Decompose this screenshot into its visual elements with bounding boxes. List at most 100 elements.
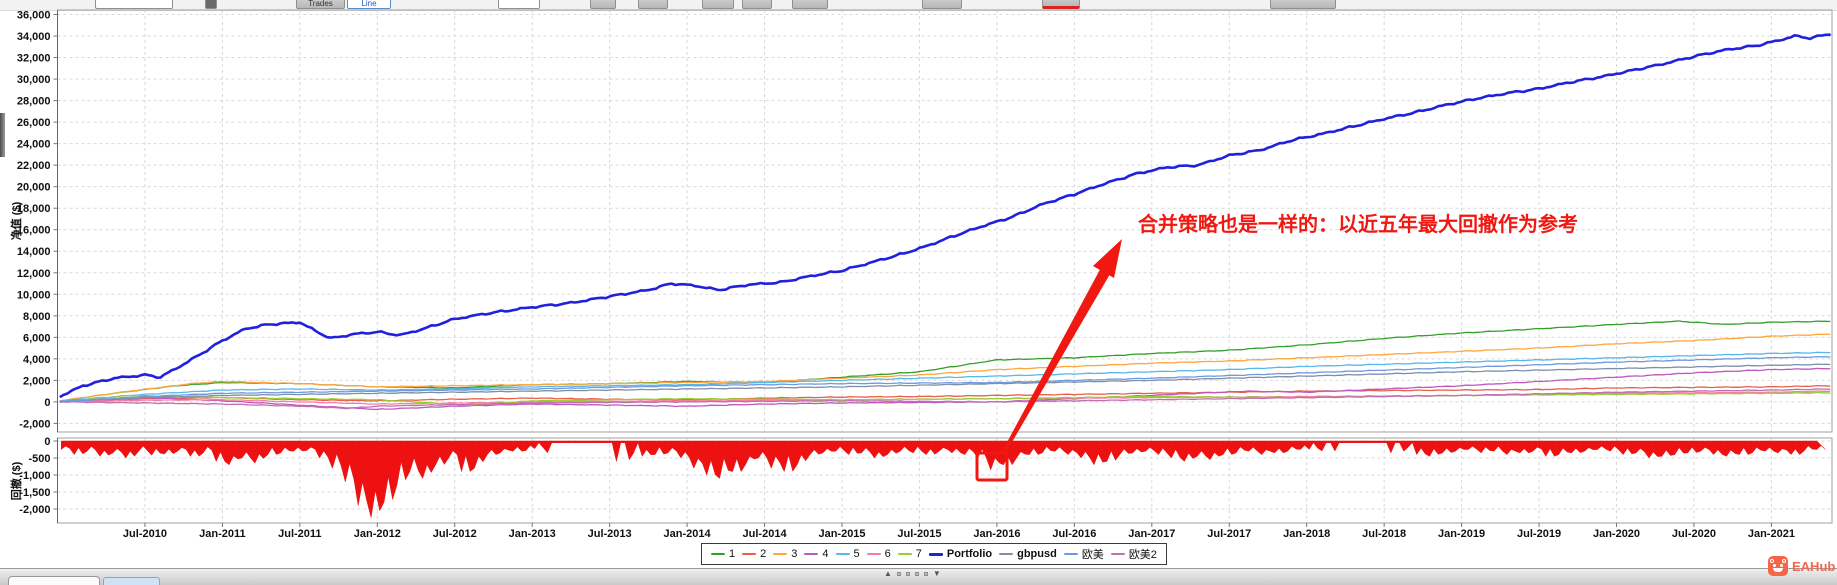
toolbar-button-fragment[interactable] bbox=[638, 0, 668, 9]
robot-logo-icon bbox=[1768, 556, 1788, 576]
panel-collapse-handle[interactable] bbox=[0, 113, 5, 157]
svg-text:Jul-2016: Jul-2016 bbox=[1052, 528, 1096, 540]
svg-text:-2,000: -2,000 bbox=[19, 418, 50, 430]
docked-tab-2[interactable] bbox=[103, 577, 160, 585]
toolbar-button-fragment[interactable] bbox=[792, 0, 828, 9]
legend-swatch bbox=[1110, 553, 1125, 555]
svg-text:12,000: 12,000 bbox=[17, 268, 51, 280]
pager-dot[interactable] bbox=[914, 572, 919, 576]
svg-text:Jan-2014: Jan-2014 bbox=[664, 528, 712, 540]
series-line-欧美 bbox=[59, 355, 1831, 403]
series-line-2 bbox=[59, 384, 1831, 403]
legend-swatch bbox=[999, 553, 1014, 555]
bottom-status-bar bbox=[0, 568, 1837, 585]
legend-item-4[interactable]: 4 bbox=[804, 548, 829, 560]
legend-label: 欧美2 bbox=[1128, 549, 1157, 561]
svg-text:Jan-2013: Jan-2013 bbox=[509, 528, 556, 540]
legend-item-Portfolio[interactable]: Portfolio bbox=[928, 548, 993, 560]
legend-label: 4 bbox=[822, 548, 829, 560]
svg-text:Jan-2011: Jan-2011 bbox=[199, 528, 245, 540]
toolbar-icon-fragment[interactable] bbox=[205, 0, 217, 9]
eahub-watermark[interactable]: EAHub bbox=[1768, 556, 1835, 576]
legend-item-6[interactable]: 6 bbox=[866, 548, 891, 560]
legend-item-3[interactable]: 3 bbox=[773, 548, 797, 560]
svg-text:Jan-2019: Jan-2019 bbox=[1438, 528, 1485, 540]
line-button[interactable]: Line bbox=[347, 0, 391, 9]
svg-text:28,000: 28,000 bbox=[17, 96, 51, 108]
toolbar-button-fragment[interactable] bbox=[1270, 0, 1336, 9]
equity-drawdown-chart: 36,000 34,000 32,000 30,000 28,000 26,000 24,0… bbox=[9, 9, 1833, 540]
svg-text:Jul-2012: Jul-2012 bbox=[433, 528, 477, 540]
legend-label: gbpusd bbox=[1017, 548, 1057, 560]
svg-text:22,000: 22,000 bbox=[17, 160, 51, 172]
toolbar-input-fragment[interactable] bbox=[95, 0, 173, 9]
highlight-box bbox=[975, 451, 1009, 482]
svg-text:18,000: 18,000 bbox=[17, 203, 51, 215]
series-line-欧美2 bbox=[59, 388, 1831, 410]
svg-text:20,000: 20,000 bbox=[17, 182, 51, 194]
svg-text:0: 0 bbox=[44, 397, 50, 409]
svg-text:-1,000: -1,000 bbox=[19, 470, 50, 482]
series-line-5 bbox=[59, 351, 1831, 402]
svg-text:Jul-2017: Jul-2017 bbox=[1207, 528, 1251, 540]
toolbar-button-fragment[interactable] bbox=[922, 0, 962, 9]
svg-text:0: 0 bbox=[44, 436, 50, 448]
toolbar-button-fragment[interactable] bbox=[1042, 0, 1080, 9]
trades-button[interactable]: Trades bbox=[296, 0, 345, 9]
svg-text:Jul-2010: Jul-2010 bbox=[123, 528, 167, 540]
toolbar-button-fragment[interactable] bbox=[742, 0, 772, 9]
legend-label: 7 bbox=[915, 548, 922, 560]
chart-legend: 1 2 3 4 5 6 7 Portfolio gbpusd 欧美 欧美2 bbox=[701, 543, 1167, 565]
legend-item-2[interactable]: 2 bbox=[742, 548, 766, 560]
legend-swatch bbox=[804, 553, 819, 555]
legend-label: Portfolio bbox=[946, 548, 993, 560]
main-axis-title: 净值 ($) bbox=[9, 201, 23, 240]
series-line-Portfolio bbox=[59, 33, 1832, 399]
pager-dot[interactable] bbox=[896, 572, 901, 576]
svg-text:4,000: 4,000 bbox=[23, 354, 51, 366]
legend-label: 1 bbox=[729, 548, 736, 560]
svg-text:Jul-2011: Jul-2011 bbox=[278, 528, 321, 540]
robot-eye-left bbox=[1773, 564, 1776, 567]
svg-text:Jul-2018: Jul-2018 bbox=[1362, 528, 1406, 540]
series-line-gbpusd bbox=[59, 363, 1831, 403]
docked-tab-1[interactable] bbox=[8, 576, 100, 585]
legend-item-欧美2[interactable]: 欧美2 bbox=[1110, 546, 1157, 562]
robot-eye-right bbox=[1780, 564, 1783, 567]
equity-series bbox=[59, 33, 1832, 411]
legend-label: 6 bbox=[884, 548, 891, 560]
scroll-down-icon[interactable]: ▼ bbox=[932, 569, 941, 578]
legend-item-gbpusd[interactable]: gbpusd bbox=[999, 548, 1057, 560]
legend-item-欧美[interactable]: 欧美 bbox=[1063, 546, 1104, 562]
annotation-shapes bbox=[975, 239, 1122, 482]
pager-dot[interactable] bbox=[905, 572, 910, 576]
pager-dot[interactable] bbox=[923, 572, 928, 576]
legend-item-1[interactable]: 1 bbox=[711, 548, 735, 560]
legend-item-7[interactable]: 7 bbox=[897, 548, 922, 560]
trades-button-label: Trades bbox=[308, 0, 333, 8]
svg-text:Jan-2012: Jan-2012 bbox=[354, 528, 401, 540]
svg-text:26,000: 26,000 bbox=[17, 117, 51, 129]
series-line-7 bbox=[59, 391, 1831, 406]
svg-text:Jan-2020: Jan-2020 bbox=[1593, 528, 1640, 540]
legend-swatch bbox=[866, 553, 881, 555]
svg-text:2,000: 2,000 bbox=[23, 375, 51, 387]
toolbar-button-fragment[interactable] bbox=[590, 0, 616, 9]
svg-text:24,000: 24,000 bbox=[17, 139, 51, 151]
plot-frame bbox=[57, 9, 1833, 524]
svg-text:-2,000: -2,000 bbox=[19, 504, 50, 516]
toolbar-box-fragment[interactable] bbox=[498, 0, 540, 9]
scroll-up-icon[interactable]: ▲ bbox=[884, 569, 892, 578]
robot-mouth bbox=[1773, 568, 1783, 572]
legend-label: 5 bbox=[853, 548, 860, 560]
svg-text:-1,500: -1,500 bbox=[19, 487, 50, 499]
svg-text:-500: -500 bbox=[28, 453, 50, 465]
svg-text:Jul-2015: Jul-2015 bbox=[897, 528, 941, 540]
line-button-label: Line bbox=[361, 0, 377, 8]
annotation-arrow-shaft bbox=[1002, 267, 1111, 453]
drawdown-area bbox=[61, 440, 1826, 518]
robot-ear-left bbox=[1770, 559, 1774, 563]
toolbar-button-fragment[interactable] bbox=[702, 0, 734, 9]
legend-item-5[interactable]: 5 bbox=[835, 548, 860, 560]
